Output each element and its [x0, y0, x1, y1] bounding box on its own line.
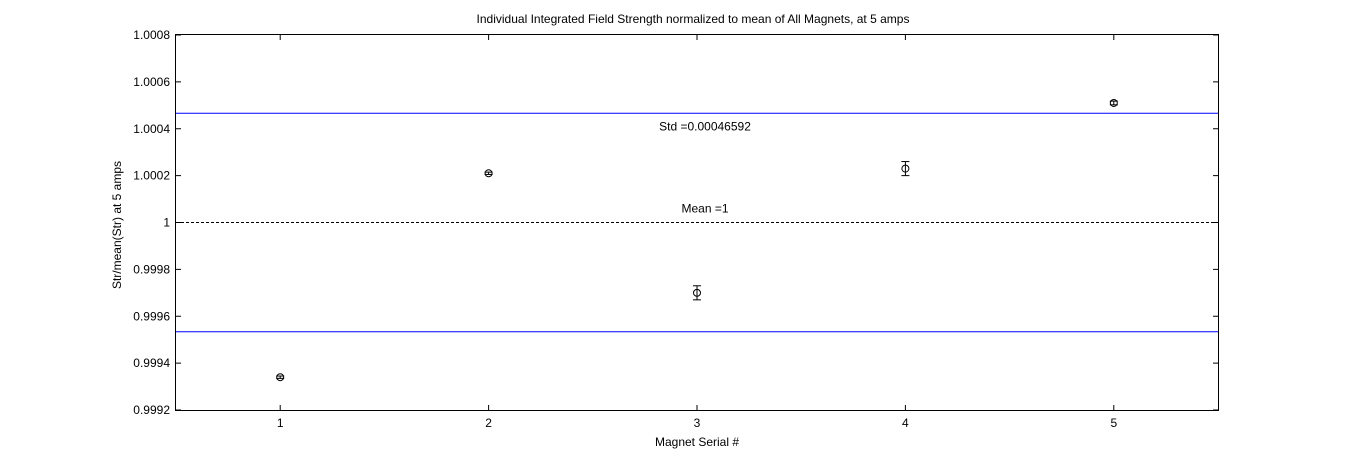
y-tick-label: 0.9998 [133, 262, 170, 276]
y-tick-label: 1.0004 [133, 122, 170, 136]
y-axis-label: Str/mean(Str) at 5 amps [110, 161, 124, 289]
x-tick-label: 4 [902, 416, 909, 430]
y-tick-label: 0.9996 [133, 309, 170, 323]
data-point [484, 169, 493, 178]
y-tick-label: 0.9992 [133, 403, 170, 417]
x-tick-label: 2 [485, 416, 492, 430]
x-axis-label: Magnet Serial # [655, 435, 739, 449]
plot-area: 0.9992 0.9994 0.9996 0.9998 1 1.0002 1.0004 1.0… [133, 28, 1218, 430]
annotation-label: Mean =1 [681, 201, 728, 215]
x-tick-label: 3 [694, 416, 701, 430]
data-point [1109, 98, 1118, 107]
y-tick-label: 1 [163, 216, 170, 230]
annotation-label: Std =0.00046592 [659, 119, 751, 133]
x-tick-label: 1 [277, 416, 284, 430]
y-tick-label: 1.0008 [133, 28, 170, 42]
y-tick-label: 1.0002 [133, 169, 170, 183]
data-point [693, 288, 701, 297]
x-tick-label: 5 [1110, 416, 1117, 430]
data-point [901, 164, 910, 173]
data-point [276, 373, 285, 382]
y-tick-label: 1.0006 [133, 75, 170, 89]
y-tick-label: 0.9994 [133, 356, 170, 370]
axes-box [175, 34, 1219, 411]
chart-title: Individual Integrated Field Strength nor… [477, 12, 910, 26]
